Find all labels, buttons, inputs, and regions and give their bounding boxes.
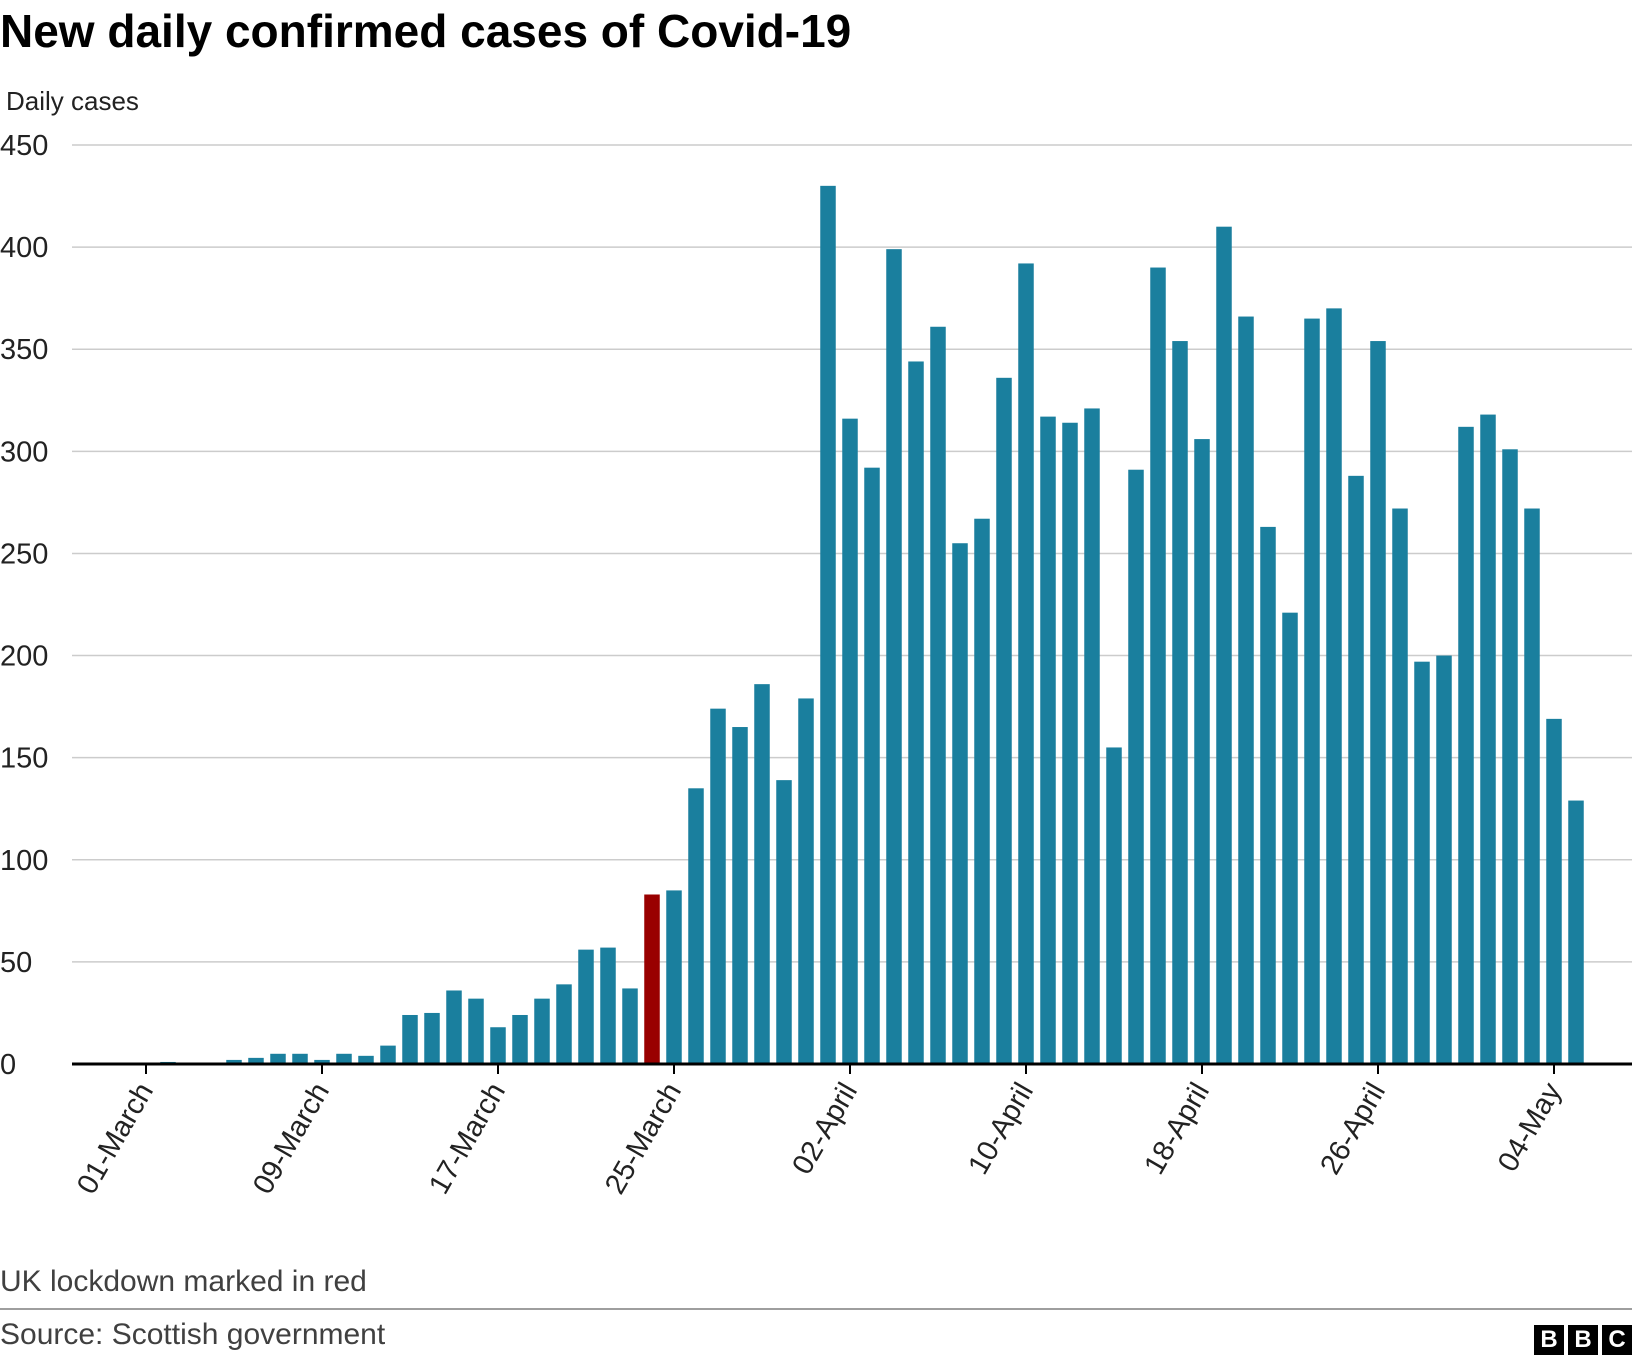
bar-14-april	[1106, 747, 1122, 1064]
bar-08-april	[974, 518, 990, 1064]
logo-letter: B	[1568, 1325, 1598, 1355]
y-tick-label: 300	[0, 436, 48, 468]
bar-21-march	[578, 949, 594, 1064]
bar-24-march	[644, 894, 660, 1064]
bar-15-april	[1128, 469, 1144, 1064]
bar-13-april	[1084, 408, 1100, 1064]
y-tick-label: 200	[0, 641, 48, 673]
footer-divider	[0, 1308, 1632, 1310]
bar-30-april	[1458, 426, 1474, 1064]
x-tick-label: 18-April	[1138, 1078, 1216, 1181]
bar-04-april	[886, 249, 902, 1065]
x-tick-label: 09-March	[247, 1078, 336, 1200]
bar-24-april	[1326, 308, 1342, 1064]
bar-19-march	[534, 998, 550, 1064]
y-tick-label: 0	[0, 1049, 16, 1081]
x-tick-label: 17-March	[423, 1078, 512, 1200]
y-tick-label: 100	[0, 845, 48, 877]
bar-05-march	[226, 1059, 242, 1064]
y-tick-label: 400	[0, 232, 48, 264]
bar-16-april	[1150, 267, 1166, 1064]
bar-25-april	[1348, 475, 1364, 1065]
logo-letter: C	[1602, 1325, 1632, 1355]
bar-26-march	[688, 788, 704, 1064]
bar-03-april	[864, 467, 880, 1064]
bar-07-march	[270, 1053, 286, 1064]
x-tick-label: 25-March	[599, 1078, 688, 1200]
x-tick-label: 02-April	[786, 1078, 864, 1181]
bar-04-may	[1546, 718, 1562, 1064]
bar-09-march	[314, 1059, 330, 1064]
bar-20-march	[556, 984, 572, 1064]
bbc-logo: B B C	[1534, 1325, 1632, 1355]
source-text: Source: Scottish government	[0, 1318, 386, 1351]
bar-11-april	[1040, 416, 1056, 1064]
bar-08-march	[292, 1053, 308, 1064]
y-tick-label: 450	[0, 130, 48, 162]
y-axis-ticks: 0 50 100 150 200 250 300 350 400 450	[0, 130, 48, 1081]
x-tick-label: 04-May	[1492, 1077, 1568, 1177]
y-axis-label: Daily cases	[6, 86, 139, 116]
bar-27-april	[1392, 508, 1408, 1064]
bar-02-may	[1502, 449, 1518, 1064]
logo-letter: B	[1534, 1325, 1564, 1355]
bar-01-may	[1480, 414, 1496, 1064]
bar-22-march	[600, 947, 616, 1064]
y-tick-label: 150	[0, 743, 48, 775]
bar-10-march	[336, 1053, 352, 1064]
bar-17-april	[1172, 341, 1188, 1064]
bar-17-march	[490, 1027, 506, 1064]
bar-22-april	[1282, 612, 1298, 1064]
bar-18-april	[1194, 439, 1210, 1065]
bar-28-march	[732, 727, 748, 1064]
x-tick-label: 10-April	[962, 1078, 1040, 1181]
bar-31-march	[798, 698, 814, 1064]
chart-title: New daily confirmed cases of Covid-19	[0, 5, 852, 57]
bar-05-may	[1568, 800, 1584, 1064]
bar-25-march	[666, 890, 682, 1064]
bar-12-april	[1062, 422, 1078, 1065]
bar-06-april	[930, 326, 946, 1064]
bar-20-april	[1238, 316, 1254, 1065]
bar-19-april	[1216, 226, 1232, 1064]
bar-12-march	[380, 1045, 396, 1064]
bar-02-april	[842, 418, 858, 1064]
bar-29-april	[1436, 655, 1452, 1064]
bar-chart: 0 50 100 150 200 250 300 350 400 450 01-March 09-M…	[0, 130, 1632, 1200]
bar-05-april	[908, 361, 924, 1064]
bar-28-april	[1414, 661, 1430, 1064]
bar-13-march	[402, 1014, 418, 1064]
x-tick-label: 26-April	[1314, 1078, 1392, 1181]
x-axis-ticks: 01-March 09-March 17-March 25-March 02-April…	[71, 1064, 1568, 1200]
bar-23-march	[622, 988, 638, 1064]
bar-21-april	[1260, 526, 1276, 1064]
y-tick-label: 250	[0, 538, 48, 570]
bar-18-march	[512, 1014, 528, 1064]
bar-23-april	[1304, 318, 1320, 1065]
bar-15-march	[446, 990, 462, 1064]
bar-01-april	[820, 185, 836, 1064]
bar-14-march	[424, 1012, 440, 1064]
bar-10-april	[1018, 263, 1034, 1065]
bar-26-april	[1370, 341, 1386, 1064]
bar-27-march	[710, 708, 726, 1064]
x-tick-label: 01-March	[71, 1078, 160, 1200]
bar-09-april	[996, 377, 1012, 1064]
footnote: UK lockdown marked in red	[0, 1265, 367, 1298]
bar-11-march	[358, 1055, 374, 1064]
bars	[160, 185, 1584, 1065]
bar-03-may	[1524, 508, 1540, 1064]
bar-16-march	[468, 998, 484, 1064]
y-tick-label: 350	[0, 334, 48, 366]
bar-29-march	[754, 684, 770, 1064]
y-tick-label: 50	[0, 947, 32, 979]
bar-30-march	[776, 780, 792, 1064]
bar-06-march	[248, 1057, 264, 1064]
bar-07-april	[952, 543, 968, 1064]
